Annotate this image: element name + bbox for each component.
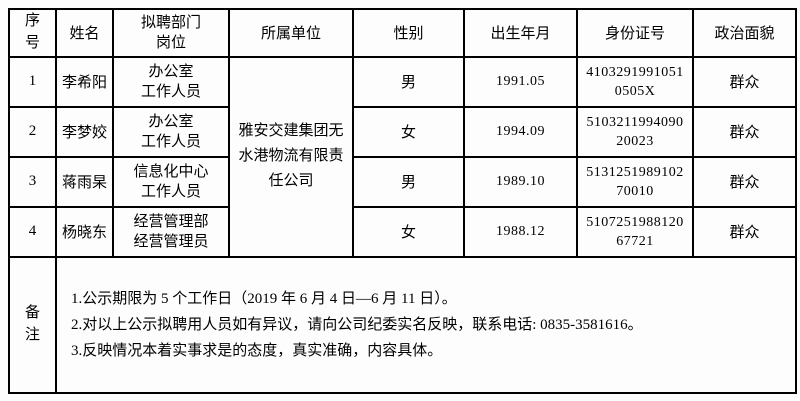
remark-line-2: 2.对以上公示拟聘用人员如有异议，请向公司纪委实名反映，联系电话: 0835-3… (71, 316, 643, 333)
cell-gender-2: 女 (352, 105, 465, 158)
cell-gender-4: 女 (352, 205, 465, 258)
cell-name-3: 蒋雨杲 (55, 155, 114, 208)
header-id-number: 身份证号 (576, 8, 694, 58)
cell-serial-4: 4 (8, 205, 57, 258)
table-header-row: 序号 姓名 拟聘部门 岗位 所属单位 性别 出生年月 身份证号 政治面貌 (8, 8, 797, 58)
cell-id-2-line2: 20023 (616, 133, 654, 149)
recruitment-notice-table: 序号 姓名 拟聘部门 岗位 所属单位 性别 出生年月 身份证号 政治面貌 1 李… (8, 8, 797, 394)
cell-gender-3: 男 (352, 155, 465, 208)
remark-line-3: 3.反映情况本着实事求是的态度，真实准确，内容具体。 (71, 342, 443, 359)
header-gender: 性别 (352, 8, 465, 58)
remarks-row: 备注 1.公示期限为 5 个工作日（2019 年 6 月 4 日—6 月 11 … (8, 255, 797, 394)
cell-position-1-line2: 工作人员 (140, 83, 201, 100)
cell-position-4-line2: 经营管理员 (133, 233, 209, 250)
header-name: 姓名 (55, 8, 114, 58)
cell-political-2: 群众 (692, 105, 797, 158)
remark-line-1: 1.公示期限为 5 个工作日（2019 年 6 月 4 日—6 月 11 日）。 (71, 290, 457, 307)
cell-position-1: 办公室 工作人员 (112, 55, 230, 108)
cell-birth-1: 1991.05 (463, 55, 578, 108)
remarks-content-cell: 1.公示期限为 5 个工作日（2019 年 6 月 4 日—6 月 11 日）。… (55, 255, 797, 394)
cell-id-3-line2: 70010 (616, 183, 654, 199)
header-position-line2: 岗位 (155, 34, 186, 51)
header-serial-number: 序号 (8, 8, 57, 58)
cell-name-2: 李梦姣 (55, 105, 114, 158)
remarks-label: 备注 (24, 304, 40, 343)
table-row-1: 1 李希阳 办公室 工作人员 雅安交建集团无水港物流有限责任公司 男 1991.… (8, 55, 797, 258)
table-row-2: 2 李梦姣 办公室 工作人员 女 1994.09 5103211994090 2… (8, 105, 797, 158)
cell-id-1-line2: 0505X (614, 83, 656, 99)
cell-id-4-line1: 5107251988120 (586, 214, 684, 230)
cell-id-4: 5107251988120 67721 (576, 205, 694, 258)
cell-id-4-line2: 67721 (616, 233, 654, 249)
cell-serial-3: 3 (8, 155, 57, 208)
header-political-status: 政治面貌 (692, 8, 797, 58)
cell-position-3: 信息化中心 工作人员 (112, 155, 230, 208)
cell-political-1: 群众 (692, 55, 797, 108)
header-serial-number-label: 序号 (24, 13, 40, 51)
cell-position-2-line2: 工作人员 (140, 133, 201, 150)
cell-name-4: 杨晓东 (55, 205, 114, 258)
cell-position-1-line1: 办公室 (148, 63, 194, 80)
cell-position-3-line1: 信息化中心 (133, 163, 209, 180)
cell-position-4-line1: 经营管理部 (133, 213, 209, 230)
cell-unit-merged: 雅安交建集团无水港物流有限责任公司 (228, 55, 354, 258)
table-row-3: 3 蒋雨杲 信息化中心 工作人员 男 1989.10 5131251989102… (8, 155, 797, 208)
header-unit: 所属单位 (228, 8, 354, 58)
cell-id-3-line1: 5131251989102 (586, 164, 684, 180)
table-row-4: 4 杨晓东 经营管理部 经营管理员 女 1988.12 510725198812… (8, 205, 797, 258)
cell-id-2: 5103211994090 20023 (576, 105, 694, 158)
remarks-label-cell: 备注 (8, 255, 57, 394)
cell-id-3: 5131251989102 70010 (576, 155, 694, 208)
cell-political-3: 群众 (692, 155, 797, 208)
cell-position-3-line2: 工作人员 (140, 183, 201, 200)
cell-id-1: 4103291991051 0505X (576, 55, 694, 108)
cell-gender-1: 男 (352, 55, 465, 108)
unit-value: 雅安交建集团无水港物流有限责任公司 (238, 123, 344, 189)
header-position-line1: 拟聘部门 (140, 14, 201, 31)
cell-serial-1: 1 (8, 55, 57, 108)
cell-political-4: 群众 (692, 205, 797, 258)
cell-birth-3: 1989.10 (463, 155, 578, 208)
cell-position-4: 经营管理部 经营管理员 (112, 205, 230, 258)
cell-id-1-line1: 4103291991051 (586, 64, 684, 80)
header-birth-date: 出生年月 (463, 8, 578, 58)
cell-id-2-line1: 5103211994090 (586, 114, 684, 130)
cell-birth-2: 1994.09 (463, 105, 578, 158)
cell-name-1: 李希阳 (55, 55, 114, 108)
header-position: 拟聘部门 岗位 (112, 8, 230, 58)
cell-position-2-line1: 办公室 (148, 113, 194, 130)
cell-serial-2: 2 (8, 105, 57, 158)
cell-position-2: 办公室 工作人员 (112, 105, 230, 158)
cell-birth-4: 1988.12 (463, 205, 578, 258)
